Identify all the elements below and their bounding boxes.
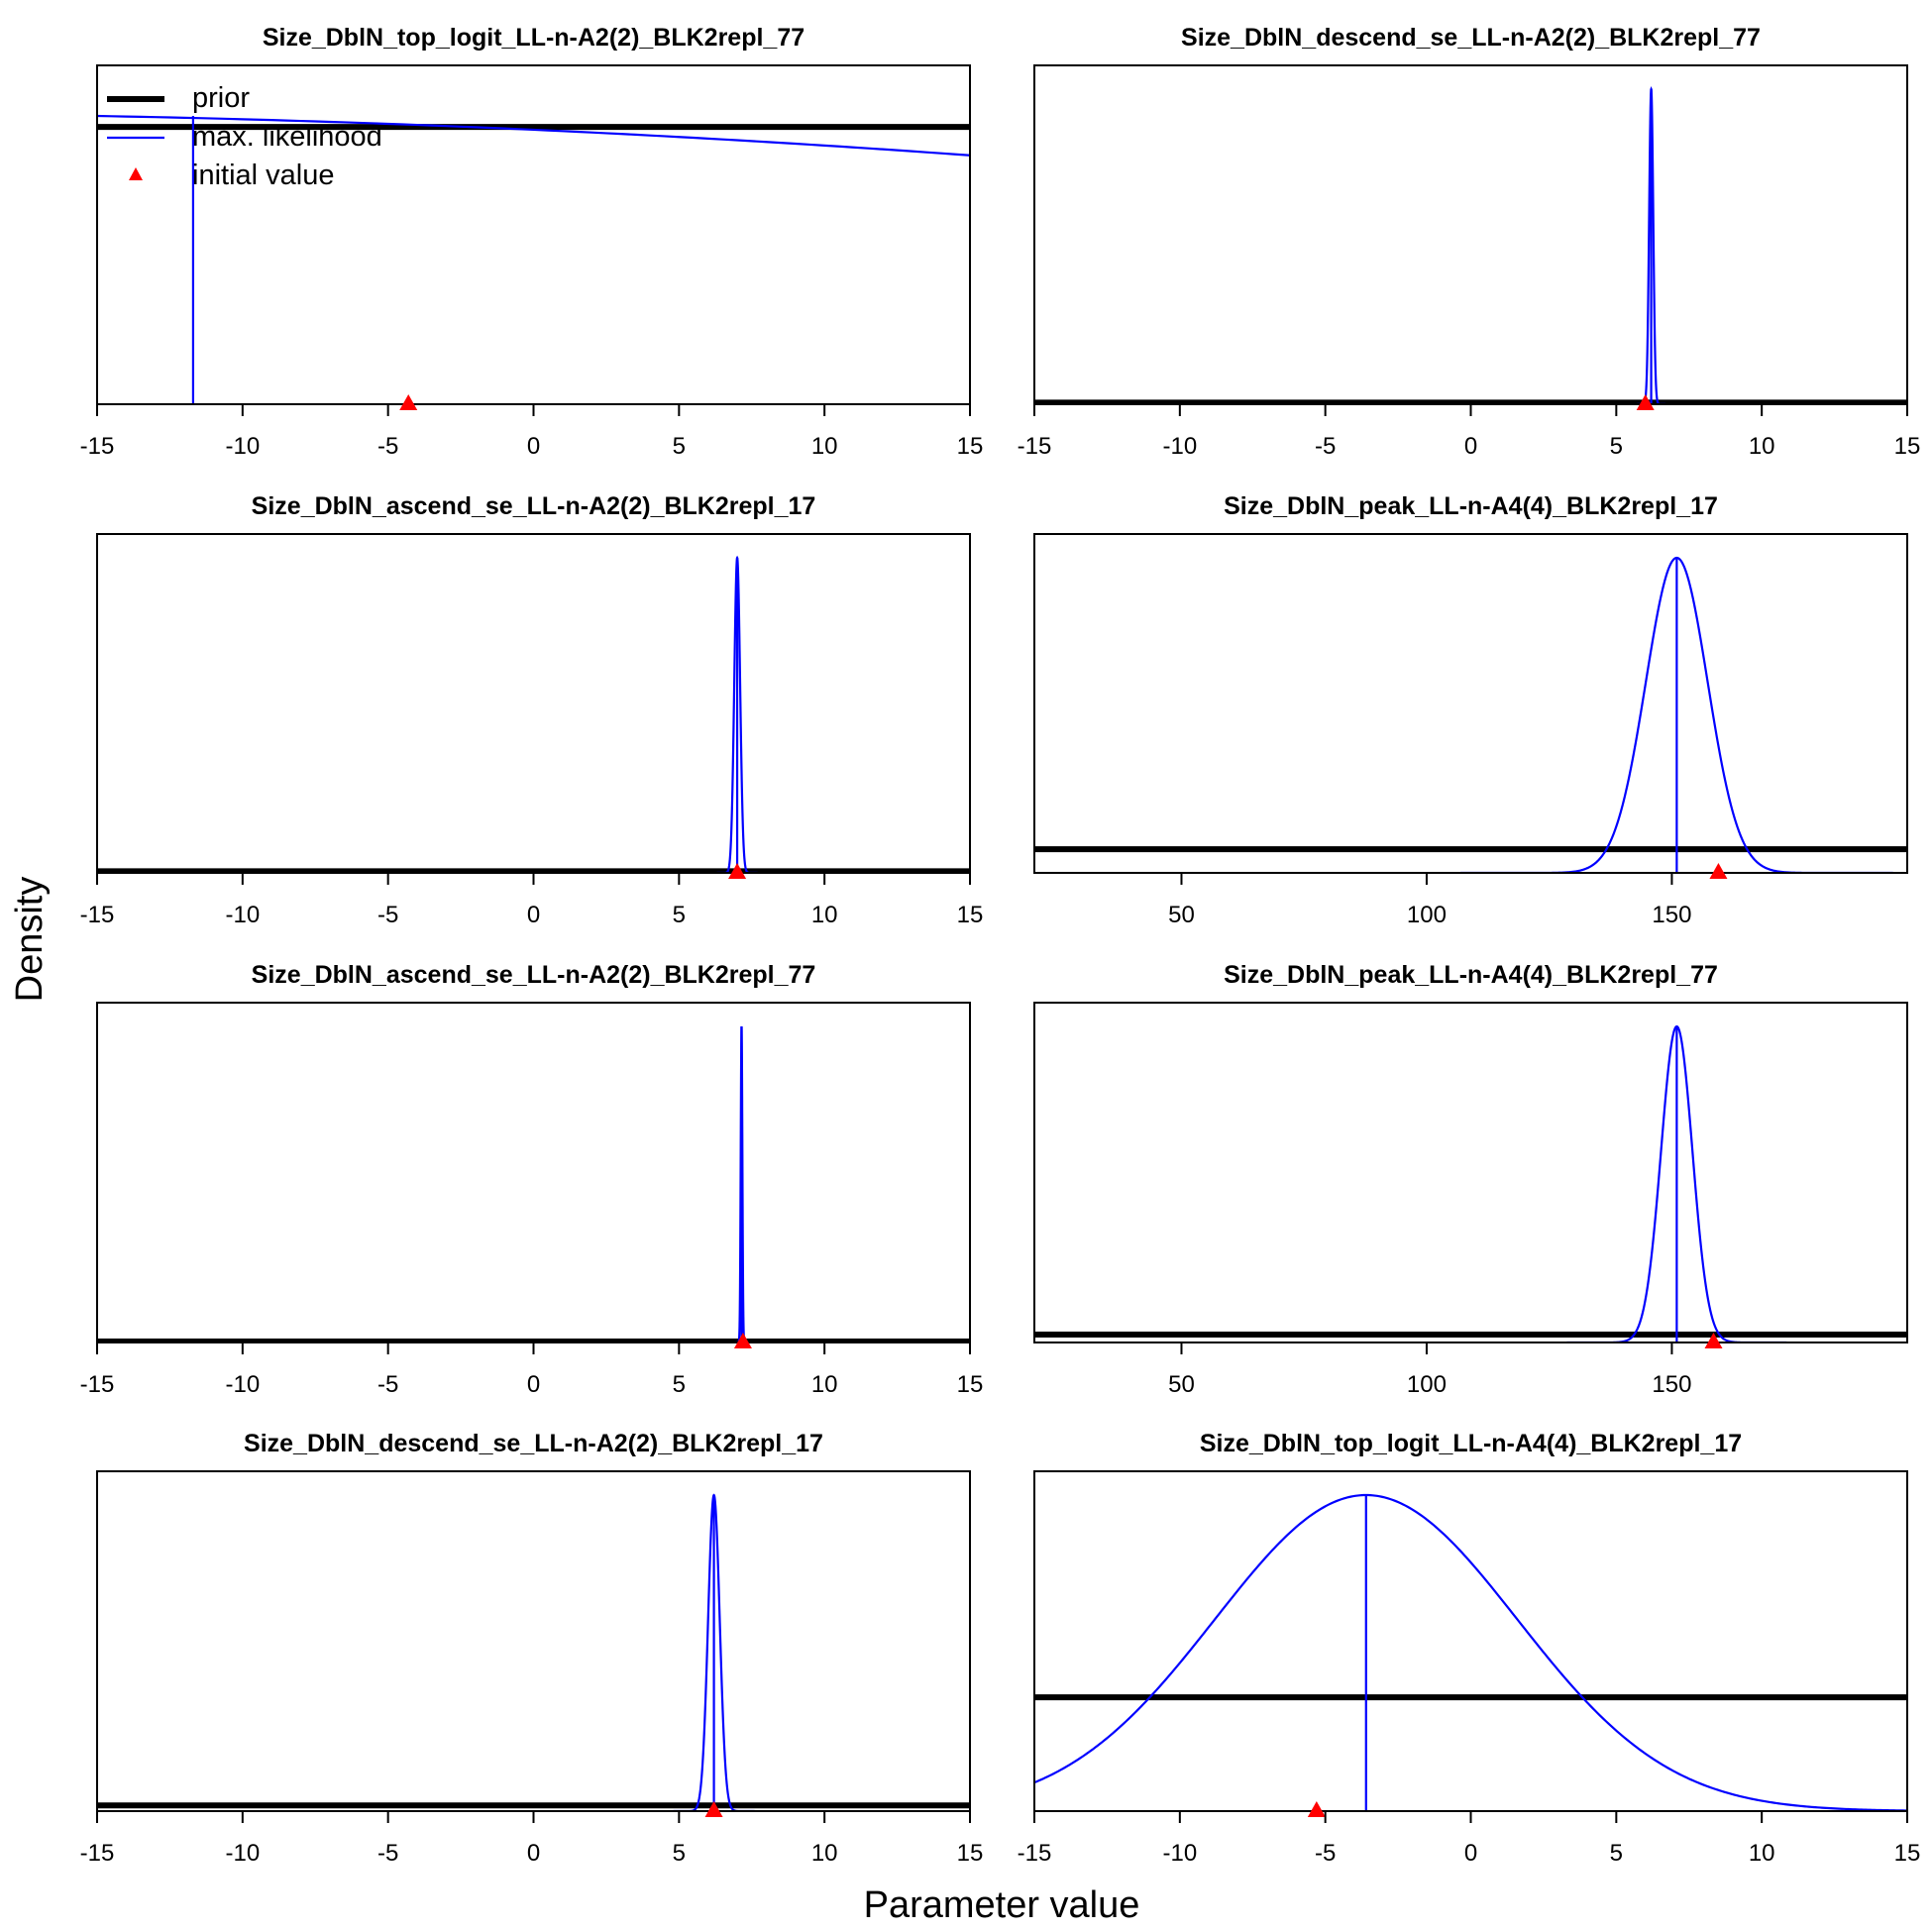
- x-tick-label: -15: [1018, 1840, 1052, 1867]
- panel-5: Size_DblN_ascend_se_LL-n-A2(2)_BLK2repl_…: [80, 961, 984, 1398]
- x-tick-label: 15: [957, 1371, 984, 1398]
- plot-area: [97, 1493, 970, 1811]
- initial-value-marker: [1636, 394, 1655, 410]
- legend-initial-swatch: [129, 167, 143, 180]
- x-tick-label: 10: [1749, 1840, 1775, 1867]
- panel-4: Size_DblN_peak_LL-n-A4(4)_BLK2repl_17 50 1…: [1033, 492, 1908, 928]
- initial-value-marker: [733, 1333, 752, 1348]
- x-tick-label: 15: [957, 433, 984, 460]
- panel-title: Size_DblN_top_logit_LL-n-A4(4)_BLK2repl_…: [1200, 1430, 1742, 1457]
- x-tick-label: 0: [527, 1840, 540, 1867]
- panel-7: Size_DblN_descend_se_LL-n-A2(2)_BLK2repl…: [80, 1430, 984, 1867]
- panel-8: Size_DblN_top_logit_LL-n-A4(4)_BLK2repl_…: [1018, 1430, 1921, 1867]
- x-tick-label: 100: [1407, 902, 1447, 928]
- x-tick-label: -10: [1162, 1840, 1197, 1867]
- panel-6: Size_DblN_peak_LL-n-A4(4)_BLK2repl_77 50 1…: [1033, 961, 1908, 1398]
- initial-value-marker: [1307, 1801, 1326, 1817]
- plot-area: [97, 114, 970, 404]
- likelihood-curve: [97, 114, 970, 157]
- x-tick-label: 10: [811, 1371, 838, 1398]
- x-tick-label: -5: [377, 902, 398, 928]
- x-tick-label: -5: [377, 433, 398, 460]
- x-tick-label: 50: [1168, 1371, 1195, 1398]
- x-tick-label: -10: [225, 1840, 260, 1867]
- x-tick-label: 0: [527, 433, 540, 460]
- panel-title: Size_DblN_peak_LL-n-A4(4)_BLK2repl_17: [1224, 492, 1718, 520]
- plot-area: [97, 1025, 970, 1342]
- panel-3: Size_DblN_ascend_se_LL-n-A2(2)_BLK2repl_…: [80, 492, 984, 928]
- initial-value-marker: [728, 863, 747, 879]
- x-tick-label: -10: [225, 1371, 260, 1398]
- x-tick-label: -15: [80, 433, 115, 460]
- initial-value-marker: [1704, 1333, 1723, 1348]
- x-tick-label: -10: [1162, 433, 1197, 460]
- panel-title: Size_DblN_ascend_se_LL-n-A2(2)_BLK2repl_…: [252, 961, 816, 989]
- panel-frame: [1033, 64, 1908, 405]
- plot-area: [1034, 1493, 1907, 1811]
- x-axis-label: Parameter value: [864, 1884, 1140, 1926]
- x-tick-label: 15: [957, 1840, 984, 1867]
- x-tick-label: -15: [80, 902, 115, 928]
- x-tick-label: 15: [957, 902, 984, 928]
- x-tick-label: 5: [673, 1371, 686, 1398]
- x-tick-label: 5: [673, 902, 686, 928]
- panel-frame: [96, 64, 971, 405]
- x-tick-label: 15: [1894, 1840, 1921, 1867]
- legend-label: max. likelihood: [192, 121, 382, 153]
- x-tick-label: 5: [673, 433, 686, 460]
- panel-title: Size_DblN_descend_se_LL-n-A2(2)_BLK2repl…: [1181, 24, 1761, 52]
- x-tick-label: 0: [1464, 1840, 1477, 1867]
- x-tick-label: 150: [1652, 902, 1691, 928]
- panel-frame: [96, 1470, 971, 1812]
- initial-value-marker: [1709, 863, 1728, 879]
- panel-title: Size_DblN_peak_LL-n-A4(4)_BLK2repl_77: [1224, 961, 1718, 989]
- x-tick-label: 10: [811, 902, 838, 928]
- panels-group: Size_DblN_top_logit_LL-n-A2(2)_BLK2repl_…: [80, 24, 1921, 1867]
- x-tick-label: -15: [1018, 433, 1052, 460]
- x-tick-label: -10: [225, 433, 260, 460]
- initial-value-marker: [399, 394, 418, 410]
- x-tick-label: 10: [811, 1840, 838, 1867]
- likelihood-curve: [1034, 1493, 1907, 1811]
- panel-frame: [1033, 533, 1908, 874]
- x-tick-label: -5: [377, 1840, 398, 1867]
- legend: prior max. likelihood initial value: [107, 82, 382, 191]
- y-axis-label: Density: [9, 877, 51, 1003]
- x-tick-label: -15: [80, 1840, 115, 1867]
- initial-value-marker: [704, 1801, 723, 1817]
- plot-area: [1034, 86, 1907, 404]
- panel-title: Size_DblN_descend_se_LL-n-A2(2)_BLK2repl…: [244, 1430, 823, 1457]
- x-tick-label: 0: [1464, 433, 1477, 460]
- panel-frame: [96, 533, 971, 874]
- x-tick-label: 150: [1652, 1371, 1691, 1398]
- panel-frame: [1033, 1470, 1908, 1812]
- x-tick-label: -5: [377, 1371, 398, 1398]
- plot-area: [97, 555, 970, 873]
- x-tick-label: 50: [1168, 902, 1195, 928]
- plot-area: [1034, 556, 1907, 873]
- x-tick-label: 100: [1407, 1371, 1447, 1398]
- x-tick-label: -15: [80, 1371, 115, 1398]
- x-tick-label: -10: [225, 902, 260, 928]
- plot-area: [1034, 1024, 1907, 1342]
- x-tick-label: 5: [673, 1840, 686, 1867]
- x-tick-label: -5: [1315, 1840, 1336, 1867]
- x-tick-label: 15: [1894, 433, 1921, 460]
- x-tick-label: -5: [1315, 433, 1336, 460]
- x-tick-label: 10: [1749, 433, 1775, 460]
- legend-label: initial value: [192, 160, 334, 191]
- x-tick-label: 5: [1610, 1840, 1623, 1867]
- x-tick-label: 0: [527, 902, 540, 928]
- x-tick-label: 0: [527, 1371, 540, 1398]
- panel-title: Size_DblN_ascend_se_LL-n-A2(2)_BLK2repl_…: [252, 492, 816, 520]
- x-tick-label: 5: [1610, 433, 1623, 460]
- panel-1: Size_DblN_top_logit_LL-n-A2(2)_BLK2repl_…: [80, 24, 984, 460]
- x-tick-label: 10: [811, 433, 838, 460]
- panel-frame: [1033, 1002, 1908, 1343]
- panel-frame: [96, 1002, 971, 1343]
- panel-title: Size_DblN_top_logit_LL-n-A2(2)_BLK2repl_…: [263, 24, 805, 52]
- panel-2: Size_DblN_descend_se_LL-n-A2(2)_BLK2repl…: [1018, 24, 1921, 460]
- legend-label: prior: [192, 82, 250, 114]
